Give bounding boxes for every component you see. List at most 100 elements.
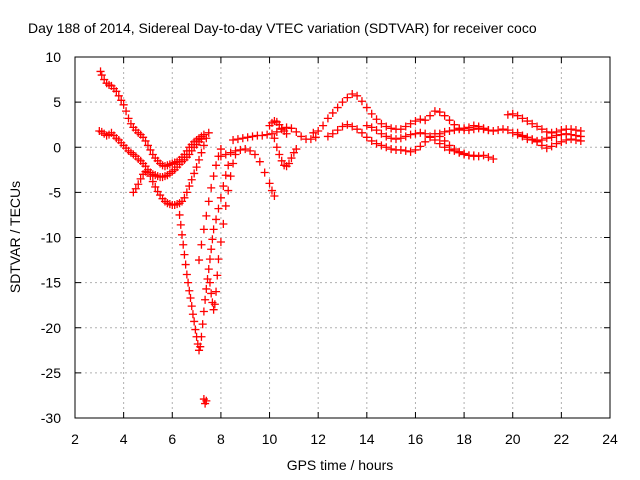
data-point (552, 127, 561, 136)
data-point (513, 111, 522, 120)
data-point (205, 255, 215, 264)
data-point (182, 188, 191, 197)
data-point (207, 245, 216, 254)
data-point (338, 98, 347, 107)
data-point (391, 135, 401, 144)
data-point (219, 219, 228, 229)
data-point (440, 143, 449, 152)
data-point (353, 91, 362, 100)
data-point (275, 150, 284, 159)
data-point (343, 93, 352, 102)
data-point (562, 135, 571, 145)
data-point (440, 127, 449, 136)
data-point (387, 145, 396, 154)
data-point (567, 135, 576, 144)
data-point (211, 161, 221, 170)
y-tick-label: 0 (53, 139, 61, 155)
data-point (221, 150, 230, 159)
series-evening-a (435, 121, 585, 145)
data-point (221, 201, 230, 210)
data-point (377, 141, 386, 150)
data-point (474, 152, 483, 161)
data-point (287, 124, 296, 133)
plot-frame (74, 56, 611, 419)
data-point (181, 260, 190, 269)
data-point (192, 163, 201, 172)
data-point (197, 148, 206, 157)
data-point (187, 175, 196, 184)
data-point (202, 211, 211, 220)
data-point (542, 127, 551, 136)
data-point (567, 125, 576, 134)
data-point (263, 130, 272, 139)
data-point (187, 302, 196, 311)
data-point (445, 145, 454, 155)
data-point (213, 271, 222, 280)
data-point (314, 126, 323, 136)
data-point (401, 132, 410, 141)
x-tick-label: 8 (217, 431, 225, 447)
y-tick-label: -15 (41, 275, 61, 291)
data-point (333, 103, 342, 112)
data-point (122, 107, 131, 116)
data-point (188, 310, 197, 319)
data-point (119, 100, 128, 109)
data-point (396, 134, 405, 143)
data-point (292, 145, 301, 154)
data-point (267, 129, 277, 138)
data-point (382, 122, 391, 131)
data-point (518, 132, 527, 141)
data-point (348, 122, 357, 131)
data-point (372, 115, 381, 124)
data-point (532, 137, 542, 146)
data-point (182, 270, 191, 279)
data-point (238, 134, 247, 143)
x-tick-label: 14 (359, 431, 375, 447)
data-point (440, 136, 449, 145)
data-point (357, 128, 367, 137)
data-point (282, 129, 291, 138)
data-point (503, 126, 512, 135)
data-point (552, 139, 561, 148)
data-point (97, 71, 106, 80)
data-point (204, 265, 213, 274)
data-point (186, 293, 195, 303)
x-tick-labels: 2 4 6 8 10 12 14 16 18 20 22 24 (71, 431, 618, 447)
data-point (146, 145, 155, 155)
data-point (421, 137, 430, 146)
data-point (191, 325, 200, 334)
data-point (216, 145, 225, 154)
data-point (197, 332, 206, 341)
data-point (489, 154, 498, 164)
data-point (406, 147, 415, 156)
x-tick-label: 4 (120, 431, 128, 447)
data-point (179, 240, 188, 249)
data-point (421, 116, 430, 125)
data-point (196, 342, 205, 351)
data-point (287, 154, 296, 163)
data-point (318, 121, 328, 130)
data-point (557, 126, 566, 135)
data-point (464, 123, 474, 132)
data-point (241, 145, 250, 154)
data-point (401, 146, 410, 155)
data-point (455, 148, 464, 157)
data-point (272, 127, 281, 136)
data-point (270, 191, 279, 201)
data-point (440, 111, 449, 120)
data-point (214, 255, 223, 264)
data-point (124, 114, 133, 123)
data-point (177, 230, 187, 239)
data-point (333, 126, 342, 135)
data-point (508, 109, 517, 118)
data-point (180, 250, 189, 259)
data-point (547, 128, 556, 137)
data-point (117, 96, 126, 105)
x-tick-label: 24 (602, 431, 618, 447)
data-point (425, 132, 435, 141)
data-point (176, 220, 185, 229)
y-tick-label: -30 (41, 410, 61, 426)
data-point (421, 129, 430, 138)
data-point (450, 146, 459, 155)
data-point (469, 151, 478, 160)
